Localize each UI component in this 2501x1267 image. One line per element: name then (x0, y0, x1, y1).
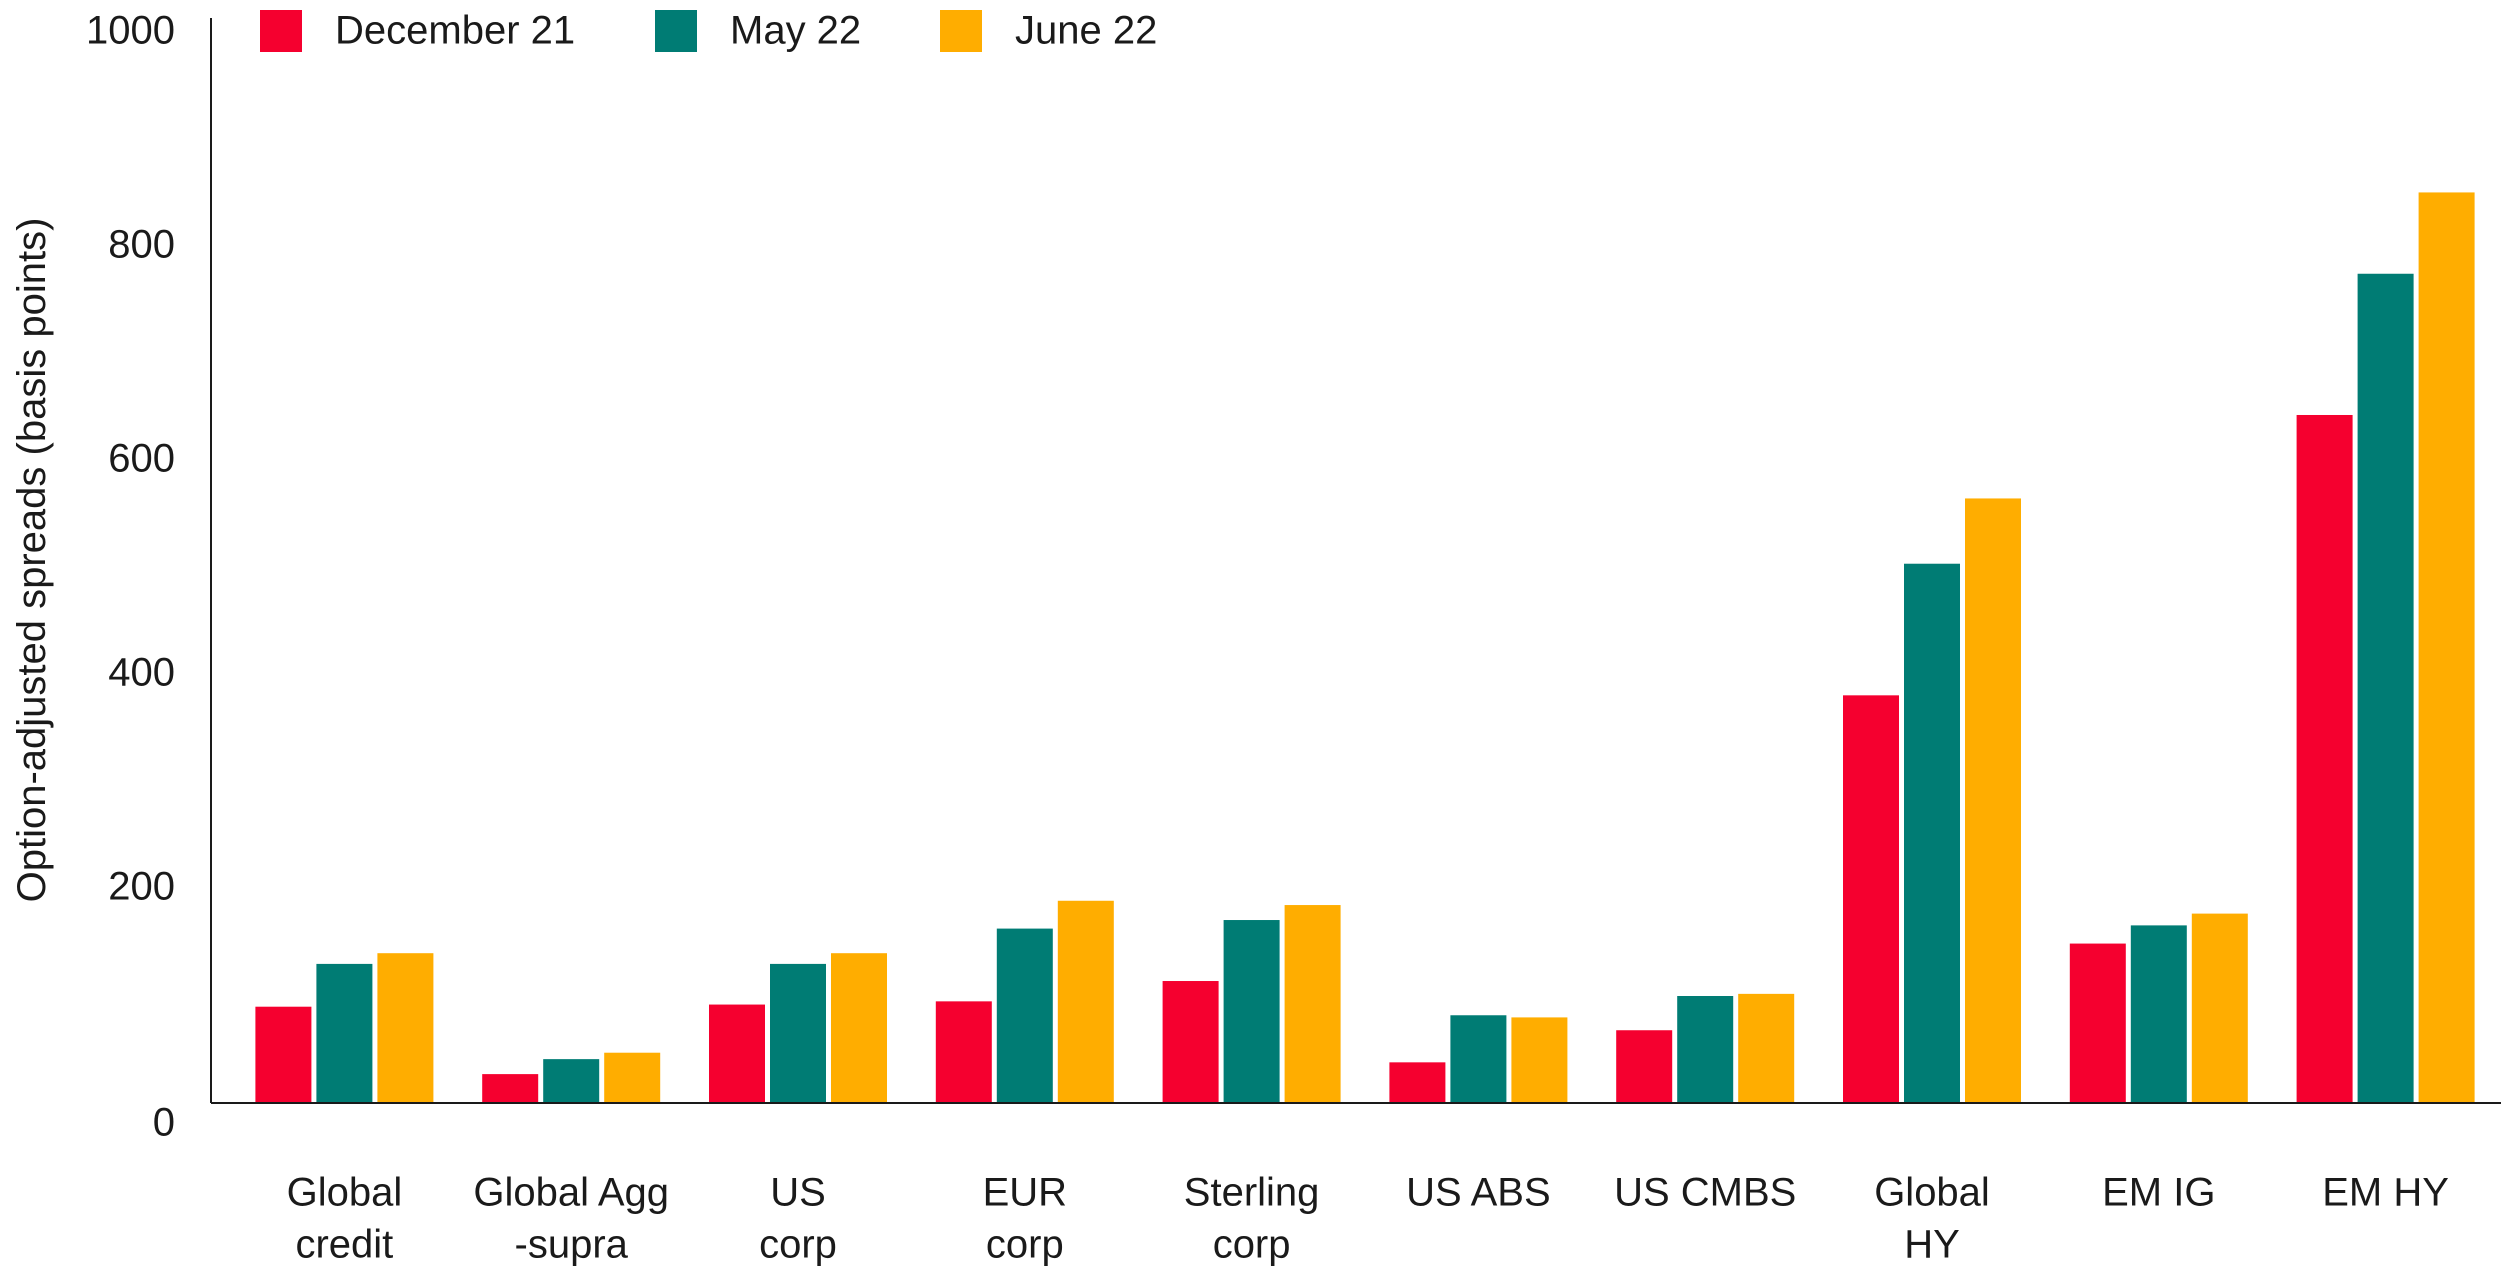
bar-may-22 (1223, 920, 1280, 1103)
x-category-label: -supra (515, 1223, 629, 1267)
bar-december-21 (1843, 695, 1899, 1103)
x-category-label: EM IG (2102, 1171, 2215, 1215)
bar-december-21 (482, 1074, 539, 1103)
x-category-label: corp (759, 1223, 837, 1267)
legend-label: June 22 (1015, 9, 1157, 53)
bar-may-22 (1904, 563, 1960, 1103)
bar-june-22 (2418, 192, 2475, 1103)
x-category-label: Sterling (1184, 1171, 1320, 1215)
bar-december-21 (1389, 1062, 1446, 1103)
x-category-label: US ABS (1406, 1171, 1551, 1215)
bar-december-21 (2296, 414, 2353, 1103)
bar-december-21 (1162, 981, 1219, 1103)
y-tick-label: 0 (153, 1101, 175, 1145)
legend-swatch (260, 10, 302, 52)
bar-december-21 (255, 1006, 312, 1103)
x-category-label: EM HY (2322, 1171, 2449, 1215)
bar-may-22 (996, 928, 1053, 1103)
y-tick-label: 800 (108, 223, 175, 267)
bar-december-21 (1616, 1030, 1673, 1103)
bar-december-21 (2069, 943, 2126, 1103)
x-axis: Global credit Global Agg -supra US corp EUR cor… (211, 1102, 2501, 1267)
bar-june-22 (1057, 900, 1114, 1103)
legend-swatch (940, 10, 982, 52)
bar-june-22 (1284, 905, 1341, 1103)
bar-may-22 (1450, 1015, 1507, 1103)
x-category-label: HY (1904, 1223, 1960, 1267)
bar-may-22 (2357, 273, 2414, 1103)
bar-december-21 (709, 1004, 765, 1103)
legend: December 21 May 22 June 22 (260, 9, 1157, 53)
x-category-label: corp (986, 1223, 1064, 1267)
y-axis: 0 200 400 600 800 1000 (86, 9, 212, 1145)
x-category-label: corp (1213, 1223, 1291, 1267)
bar-june-22 (1511, 1017, 1568, 1103)
y-tick-label: 600 (108, 437, 175, 481)
x-category-label: credit (295, 1223, 393, 1267)
x-category-label: US CMBS (1614, 1171, 1796, 1215)
bar-june-22 (2191, 913, 2248, 1103)
bar-june-22 (1965, 498, 2021, 1103)
legend-label: May 22 (730, 9, 861, 53)
bar-june-22 (831, 953, 887, 1103)
y-tick-label: 1000 (86, 9, 175, 53)
bar-may-22 (543, 1059, 600, 1103)
bar-may-22 (316, 963, 373, 1103)
x-category-label: EUR (983, 1171, 1067, 1215)
x-category-label: Global (1874, 1171, 1990, 1215)
bar-june-22 (377, 953, 434, 1103)
y-axis-title: Option-adjusted spreads (basis points) (10, 218, 54, 903)
x-category-label: Global (287, 1171, 403, 1215)
bar-june-22 (1738, 993, 1795, 1103)
y-tick-label: 400 (108, 651, 175, 695)
bars (255, 192, 2475, 1103)
legend-swatch (655, 10, 697, 52)
y-tick-label: 200 (108, 865, 175, 909)
x-category-label: Global Agg (473, 1171, 669, 1215)
legend-label: December 21 (335, 9, 575, 53)
bar-may-22 (2130, 925, 2187, 1103)
bar-may-22 (770, 963, 826, 1103)
bar-may-22 (1677, 996, 1734, 1103)
bar-june-22 (604, 1052, 661, 1103)
x-category-label: US (770, 1171, 826, 1215)
bar-december-21 (935, 1001, 992, 1103)
